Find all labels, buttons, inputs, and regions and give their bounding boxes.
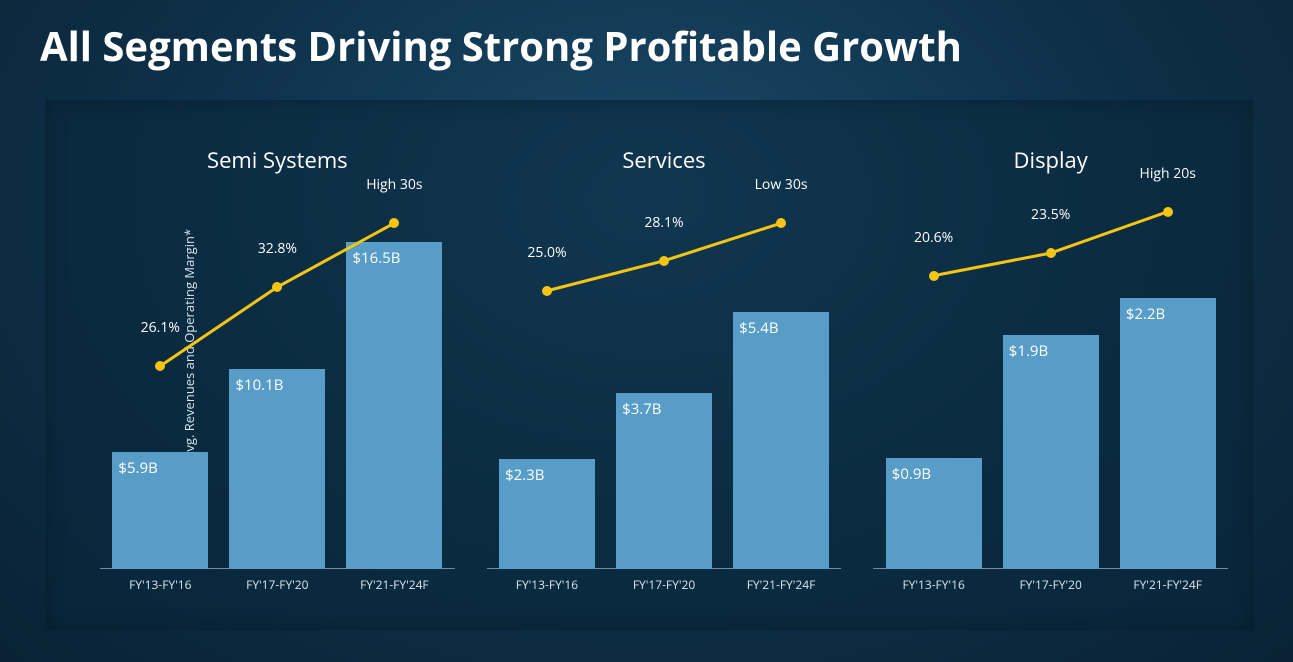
trend-marker: [929, 271, 939, 281]
chart: Display$0.9B$1.9B$2.2B20.6%23.5%High 20s…: [873, 145, 1228, 605]
charts-panel: 4 Year Avg. Revenues and Operating Margi…: [45, 100, 1253, 630]
x-category-label: FY'17-FY'20: [229, 576, 325, 593]
plot-area: $0.9B$1.9B$2.2B20.6%23.5%High 20s: [873, 193, 1228, 569]
trend-point-label: High 20s: [1140, 164, 1196, 183]
trend-point-label: 20.6%: [914, 228, 953, 247]
trend-marker: [542, 286, 552, 296]
x-category-label: FY'13-FY'16: [112, 576, 208, 593]
x-category-label: FY'17-FY'20: [1003, 576, 1099, 593]
chart: Services$2.3B$3.7B$5.4B25.0%28.1%Low 30s…: [487, 145, 842, 605]
chart: Semi Systems$5.9B$10.1B$16.5B26.1%32.8%H…: [100, 145, 455, 605]
trend-point-label: 25.0%: [527, 243, 566, 262]
x-category-label: FY'21-FY'24F: [1120, 576, 1216, 593]
trend-point-label: 28.1%: [644, 213, 683, 232]
trend-point-label: High 30s: [366, 175, 422, 194]
x-category-label: FY'21-FY'24F: [733, 576, 829, 593]
x-category-label: FY'21-FY'24F: [346, 576, 442, 593]
slide-root: All Segments Driving Strong Profitable G…: [0, 0, 1293, 662]
trend-marker: [659, 256, 669, 266]
plot-area: $2.3B$3.7B$5.4B25.0%28.1%Low 30s: [487, 193, 842, 569]
chart-title: Semi Systems: [100, 145, 455, 175]
plot-area: $5.9B$10.1B$16.5B26.1%32.8%High 30s: [100, 193, 455, 569]
trend-point-label: 26.1%: [141, 318, 180, 337]
chart-title: Services: [487, 145, 842, 175]
x-category-label: FY'13-FY'16: [499, 576, 595, 593]
trend-marker: [1163, 207, 1173, 217]
x-category-label: FY'13-FY'16: [886, 576, 982, 593]
trend-marker: [1046, 248, 1056, 258]
trend-point-label: 32.8%: [258, 239, 297, 258]
trend-point-label: 23.5%: [1031, 205, 1070, 224]
charts-row: Semi Systems$5.9B$10.1B$16.5B26.1%32.8%H…: [100, 145, 1228, 605]
x-category-label: FY'17-FY'20: [616, 576, 712, 593]
trend-point-label: Low 30s: [755, 175, 808, 194]
slide-title: All Segments Driving Strong Profitable G…: [40, 18, 962, 73]
